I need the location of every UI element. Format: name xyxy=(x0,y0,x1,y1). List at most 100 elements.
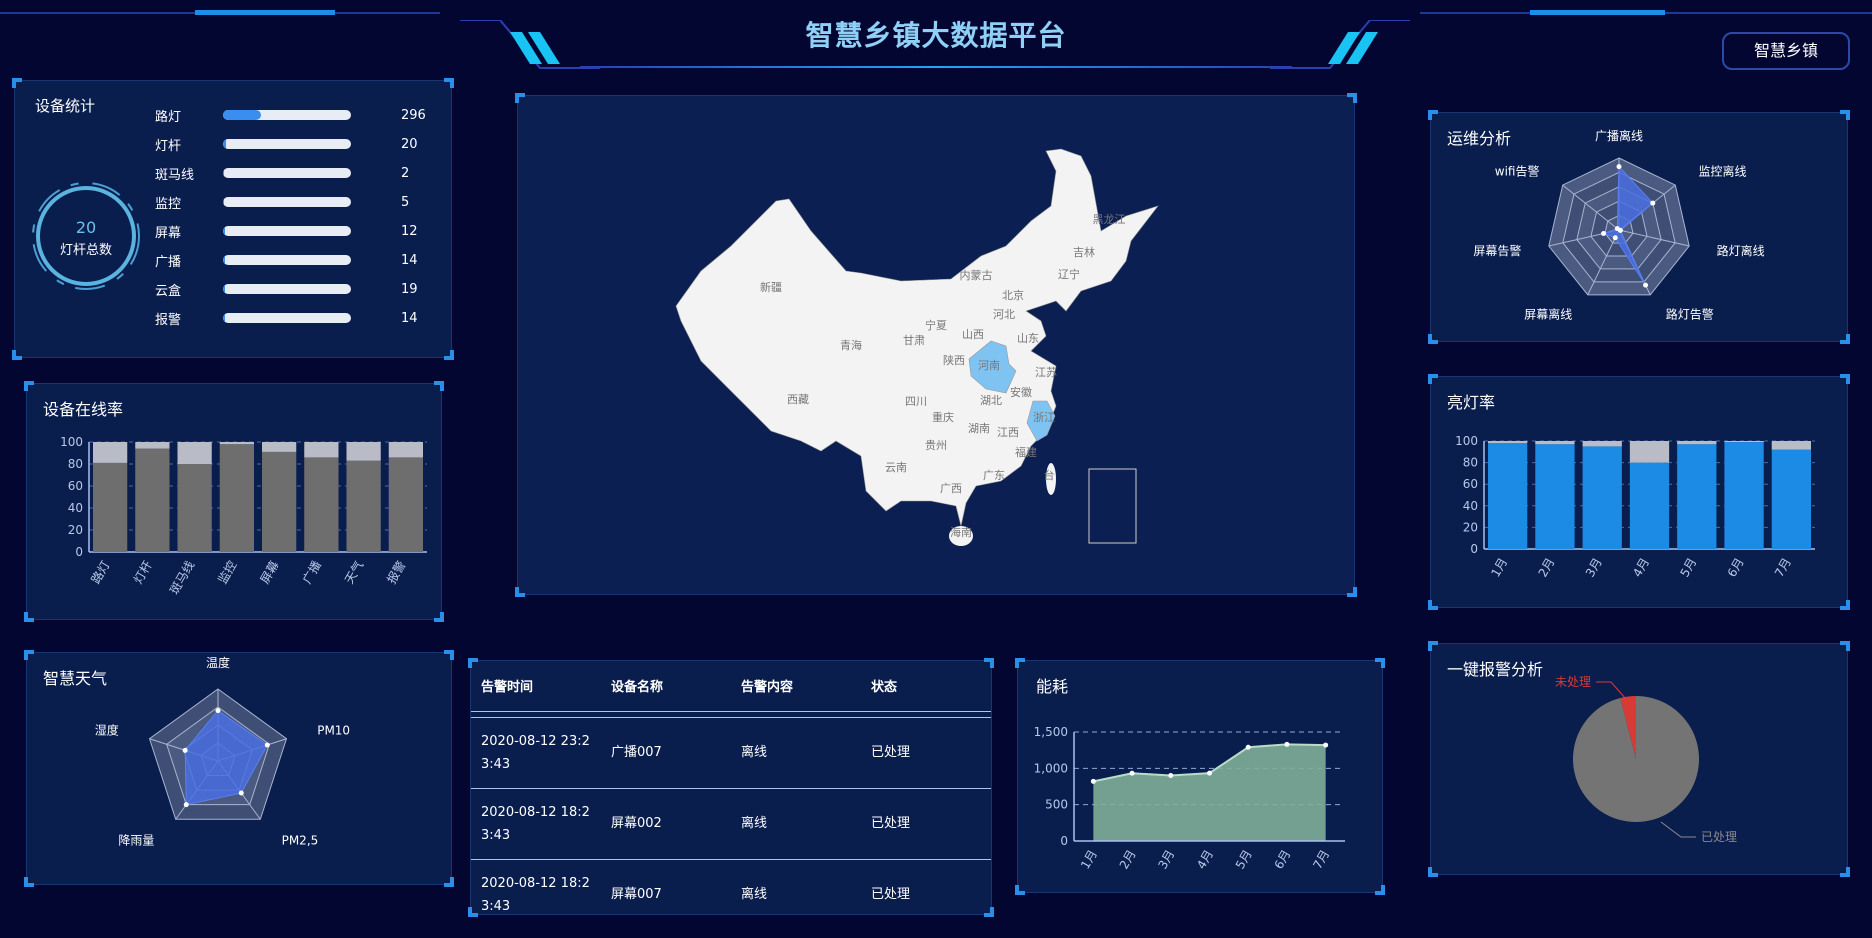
bar xyxy=(1582,446,1622,549)
province-label[interactable]: 湖南 xyxy=(968,422,990,435)
province-label[interactable]: 北京 xyxy=(1002,288,1024,302)
province-label[interactable]: 青海 xyxy=(840,338,862,352)
area-fill xyxy=(1093,744,1326,841)
table-cell: 已处理 xyxy=(861,858,991,930)
province-label[interactable]: 河北 xyxy=(993,308,1015,321)
province-label[interactable]: 湖北 xyxy=(980,394,1002,407)
y-tick-label: 20 xyxy=(68,523,83,537)
taiwan[interactable] xyxy=(1046,463,1056,495)
stat-value: 20 xyxy=(401,136,418,152)
header-stripes-right xyxy=(1270,20,1410,69)
province-label[interactable]: 辽宁 xyxy=(1058,267,1080,281)
weather-radar-chart: 温度 PM10 PM2,5 降雨量 湿度 xyxy=(95,655,350,847)
province-label[interactable]: 山西 xyxy=(962,328,984,341)
radar-spoke xyxy=(1618,229,1690,247)
stat-bar xyxy=(223,139,351,149)
province-label[interactable]: 甘肃 xyxy=(903,334,925,347)
town-button[interactable]: 智慧乡镇 xyxy=(1722,32,1850,70)
province-henan[interactable] xyxy=(968,340,1017,394)
province-label[interactable]: 广东 xyxy=(983,469,1005,482)
x-tick-label: 报警 xyxy=(383,558,408,586)
province-label[interactable]: 新疆 xyxy=(760,280,782,294)
x-tick-label: 3月 xyxy=(1155,848,1177,872)
stat-bar xyxy=(223,197,351,207)
south-china-sea-inset xyxy=(1088,468,1137,544)
province-label[interactable]: 吉林 xyxy=(1073,245,1095,259)
bar xyxy=(346,460,381,552)
stat-label: 云盒 xyxy=(155,283,182,299)
label-leader xyxy=(1596,681,1627,700)
y-tick-label: 60 xyxy=(1463,477,1478,491)
table-cell: 2020-08-12 18:23:43 xyxy=(471,858,601,930)
province-label[interactable]: 陕西 xyxy=(943,353,965,367)
pie-label: 已处理 xyxy=(1701,830,1737,844)
province-label[interactable]: 贵州 xyxy=(925,439,947,452)
radar-indicator-label: 屏幕离线 xyxy=(1524,307,1572,322)
x-tick-label: 4月 xyxy=(1630,556,1652,580)
x-tick-label: 屏幕 xyxy=(258,559,282,587)
hainan[interactable] xyxy=(949,526,973,546)
province-label[interactable]: 广西 xyxy=(940,482,962,495)
province-label[interactable]: 江苏 xyxy=(1035,366,1057,379)
province-label[interactable]: 福建 xyxy=(1015,445,1037,459)
col-header: 告警内容 xyxy=(741,680,794,696)
province-label[interactable]: 黑龙江 xyxy=(1093,213,1126,226)
province-zhejiang[interactable] xyxy=(1026,400,1056,442)
stat-label: 广播 xyxy=(155,254,182,270)
bar xyxy=(93,462,128,552)
province-label[interactable]: 四川 xyxy=(905,395,927,408)
table-cell: 广播007 xyxy=(601,716,731,788)
stat-row: 屏幕 12 xyxy=(155,221,441,241)
data-point xyxy=(1323,742,1329,748)
province-label[interactable]: 山东 xyxy=(1017,332,1039,345)
bar xyxy=(1724,442,1764,549)
province-label[interactable]: 宁夏 xyxy=(925,318,947,332)
radar-point xyxy=(1650,200,1656,206)
province-label[interactable]: 西藏 xyxy=(787,393,809,406)
province-label[interactable]: 海南 xyxy=(950,525,972,539)
y-tick-label: 80 xyxy=(1463,456,1478,470)
light-rate-panel: 亮灯率 0 20 40 60 80 100 1月 2月 3月 4月 5月 6月 7月 xyxy=(1428,374,1850,610)
province-label[interactable]: 浙江 xyxy=(1033,411,1055,424)
bar xyxy=(1535,441,1575,445)
province-label[interactable]: 内蒙古 xyxy=(960,268,993,282)
bar xyxy=(219,442,254,445)
y-tick-label: 1,500 xyxy=(1034,725,1068,739)
weather-panel: 智慧天气 温度 PM10 PM2,5 降雨量 湿度 xyxy=(24,650,454,887)
header-accent-right xyxy=(1530,10,1665,15)
y-tick-label: 500 xyxy=(1045,798,1068,812)
bar xyxy=(1771,441,1811,450)
panel-title: 设备统计 xyxy=(35,97,96,115)
stat-bar-fill xyxy=(223,197,225,207)
table-row[interactable]: 2020-08-12 23:23:43 广播007 离线 已处理 xyxy=(471,716,991,788)
table-row[interactable]: 2020-08-12 18:23:43 屏幕007 离线 已处理 xyxy=(471,858,991,930)
province-label[interactable]: 重庆 xyxy=(932,410,954,424)
y-tick-label: 60 xyxy=(68,479,83,493)
stat-label: 灯杆 xyxy=(155,138,182,154)
table-row[interactable]: 2020-08-12 18:23:43 屏幕002 离线 已处理 xyxy=(471,787,991,859)
bar xyxy=(1535,444,1575,549)
province-label[interactable]: 安徽 xyxy=(1010,385,1032,399)
stat-label: 斑马线 xyxy=(155,167,195,183)
stat-value: 19 xyxy=(401,281,418,297)
pie-label: 未处理 xyxy=(1555,675,1591,689)
stat-bar-fill xyxy=(223,110,261,120)
bar xyxy=(177,464,212,552)
header-line-center xyxy=(580,66,1292,68)
province-label[interactable]: 江西 xyxy=(997,426,1019,439)
province-label[interactable]: 台 xyxy=(1044,468,1055,482)
panel-title: 一键报警分析 xyxy=(1447,660,1544,679)
x-tick-label: 5月 xyxy=(1233,848,1255,872)
y-tick-label: 1,000 xyxy=(1034,761,1068,775)
province-label[interactable]: 河南 xyxy=(978,359,1000,372)
stat-row: 云盒 19 xyxy=(155,279,441,299)
radar-spoke xyxy=(1562,184,1620,231)
province-label[interactable]: 云南 xyxy=(885,461,907,474)
bar xyxy=(219,444,254,552)
radar-point xyxy=(238,790,244,796)
radar-point xyxy=(182,747,188,753)
stat-bar-fill xyxy=(223,284,226,294)
radar-indicator-label: 屏幕告警 xyxy=(1473,243,1521,258)
